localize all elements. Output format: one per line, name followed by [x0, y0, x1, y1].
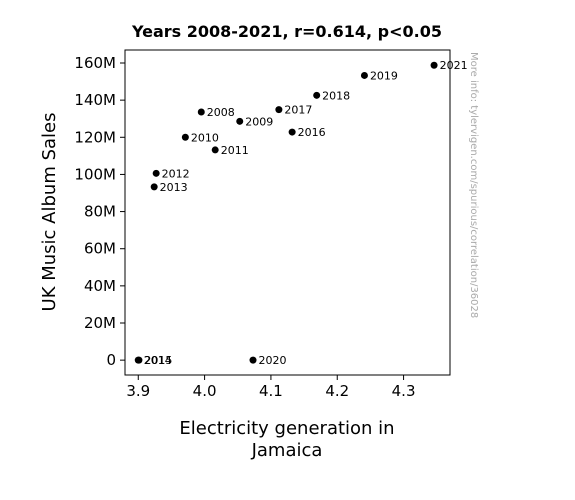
data-point: [275, 106, 283, 114]
data-point-label: 2010: [191, 131, 219, 144]
data-point-label: 2011: [221, 144, 249, 157]
data-point: [288, 128, 296, 136]
y-tick-label: 100M: [74, 165, 116, 183]
data-point-label: 2015: [144, 354, 172, 367]
data-point-label: 2018: [322, 89, 350, 102]
data-point-label: 2012: [162, 167, 190, 180]
data-point-label: 2017: [284, 104, 312, 117]
plot-frame: [124, 49, 451, 376]
data-point-label: 2008: [207, 106, 235, 119]
data-point-label: 2013: [160, 181, 188, 194]
data-point-label: 2021: [440, 59, 468, 72]
data-points: 2008200920102011201220132014201520162017…: [134, 59, 468, 367]
x-tick-label: 4.1: [259, 382, 283, 400]
y-tick-label: 20M: [84, 314, 116, 332]
data-point-label: 2009: [245, 115, 273, 128]
data-point: [197, 108, 205, 116]
chart-title: Years 2008-2021, r=0.614, p<0.05: [131, 22, 442, 41]
data-point: [150, 183, 158, 191]
y-tick-label: 0: [106, 351, 116, 369]
x-tick-label: 4.3: [392, 382, 416, 400]
data-point: [211, 146, 219, 154]
x-tick-label: 4.2: [325, 382, 349, 400]
data-point-label: 2020: [259, 354, 287, 367]
data-point-label: 2019: [370, 69, 398, 82]
watermark-text: More info: tylervigen.com/spurious/corre…: [468, 52, 479, 318]
x-axis-label-line-2: Jamaica: [251, 440, 323, 461]
data-point: [249, 356, 257, 364]
y-axis-ticks: 0 20M 40M 60M 80M 100M 120M 140M 160M: [74, 54, 125, 369]
data-point: [236, 117, 244, 125]
data-point: [360, 71, 368, 79]
x-axis-label-line-1: Electricity generation in: [179, 418, 394, 439]
x-tick-label: 4.0: [193, 382, 217, 400]
y-tick-label: 160M: [74, 54, 116, 72]
data-point-label: 2014: [144, 354, 172, 367]
data-point: [152, 169, 160, 177]
x-tick-label: 3.9: [126, 382, 150, 400]
y-tick-label: 80M: [84, 203, 116, 221]
data-point: [313, 91, 321, 99]
y-tick-label: 120M: [74, 128, 116, 146]
data-point: [135, 356, 143, 364]
y-tick-label: 60M: [84, 240, 116, 258]
y-axis-label: UK Music Album Sales: [39, 113, 60, 312]
data-point-label: 2016: [298, 126, 326, 139]
plot-area: [124, 49, 451, 376]
data-point: [430, 61, 438, 69]
data-point: [181, 133, 189, 141]
y-tick-label: 140M: [74, 91, 116, 109]
x-axis-ticks: 3.9 4.0 4.1 4.2 4.3: [126, 375, 416, 400]
y-tick-label: 40M: [84, 277, 116, 295]
